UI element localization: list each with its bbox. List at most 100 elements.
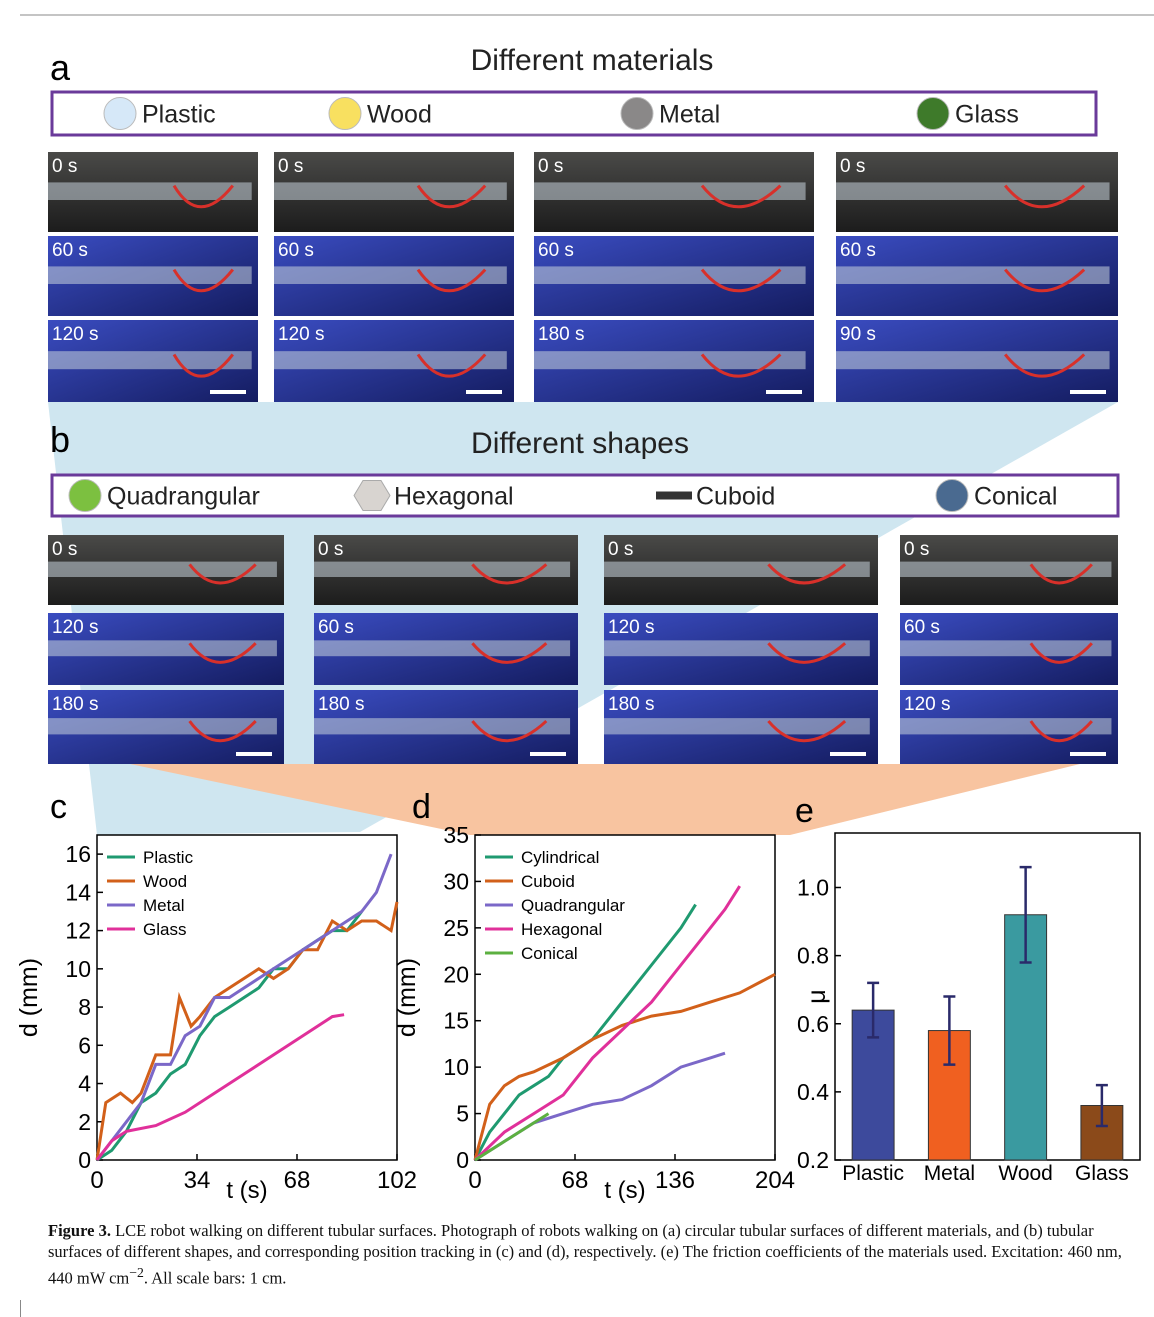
time-label: 0 s — [52, 539, 77, 560]
tube — [534, 266, 806, 284]
x-tick-label: 68 — [284, 1167, 311, 1194]
time-label: 0 s — [840, 156, 865, 177]
frame-line — [20, 1300, 21, 1317]
tube — [534, 351, 806, 370]
x-tick-label: 102 — [377, 1167, 417, 1194]
connector-orange — [130, 764, 1080, 835]
panel-letter: e — [795, 792, 814, 830]
robot — [416, 353, 487, 378]
robot — [700, 184, 782, 209]
tube — [314, 718, 571, 735]
legend-icon — [68, 479, 102, 512]
legend-icon — [935, 479, 969, 512]
y-tick-label: 10 — [443, 1054, 469, 1080]
x-axis-label: t (s) — [604, 1177, 645, 1204]
error-bar — [1019, 865, 1032, 964]
x-tick-label: Plastic — [842, 1162, 904, 1185]
caption-tail: . All scale bars: 1 cm. — [143, 1268, 287, 1288]
tube — [836, 182, 1110, 200]
legend-label: Glass — [955, 101, 1019, 129]
tube — [48, 182, 252, 200]
y-tick-label: 4 — [78, 1071, 91, 1097]
robot — [767, 642, 847, 664]
legend-icon — [353, 480, 391, 511]
robot — [416, 184, 487, 209]
series-line — [473, 903, 697, 1161]
x-tick-label: Glass — [1075, 1162, 1129, 1185]
legend-label: Conical — [974, 483, 1057, 511]
legend-label: Plastic — [143, 848, 194, 867]
legend-icon — [656, 491, 692, 500]
robot — [1029, 720, 1093, 743]
y-tick-label: 8 — [78, 994, 91, 1020]
time-label: 120 s — [52, 617, 98, 638]
y-tick-label: 12 — [65, 918, 91, 944]
robot — [700, 268, 782, 293]
y-tick-label: 0.8 — [797, 943, 829, 969]
legend-label: Quadrangular — [521, 896, 625, 915]
panel-letter: c — [50, 788, 67, 826]
tube — [274, 266, 507, 284]
tube — [314, 640, 571, 657]
time-label: 60 s — [52, 240, 88, 261]
tube — [48, 266, 252, 284]
legend-label: Plastic — [142, 101, 216, 129]
x-tick-label: 0 — [468, 1167, 481, 1194]
y-tick-label: 16 — [65, 841, 91, 867]
legend-icon — [620, 97, 654, 130]
legend-icon — [328, 97, 362, 130]
tube — [48, 718, 277, 735]
series-line — [95, 901, 399, 1161]
caption: Figure 3. LCE robot walking on different… — [48, 1220, 1128, 1289]
time-label: 0 s — [278, 156, 303, 177]
y-axis-label: d (mm) — [393, 958, 421, 1037]
y-tick-label: 0.6 — [797, 1011, 829, 1037]
tube — [604, 561, 870, 577]
y-tick-label: 15 — [443, 1008, 469, 1034]
tube — [604, 718, 870, 735]
x-tick-label: 204 — [755, 1167, 795, 1194]
time-label: 60 s — [538, 240, 574, 261]
time-label: 0 s — [904, 539, 929, 560]
robot — [1029, 642, 1093, 664]
legend-label: Cuboid — [521, 872, 575, 891]
scale-bar — [466, 390, 502, 394]
panel-letter: a — [50, 47, 71, 88]
robot — [416, 268, 487, 293]
time-label: 0 s — [318, 539, 343, 560]
y-tick-label: 14 — [65, 879, 91, 905]
time-label: 180 s — [52, 694, 98, 715]
y-axis-label: μ — [803, 989, 831, 1003]
legend-label: Cylindrical — [521, 848, 599, 867]
time-label: 90 s — [840, 324, 876, 345]
time-label: 60 s — [318, 617, 354, 638]
plot-frame — [96, 834, 398, 1161]
scale-bar — [210, 390, 246, 394]
tube — [274, 351, 507, 370]
time-label: 0 s — [608, 539, 633, 560]
tube — [836, 351, 1110, 370]
y-tick-label: 0.2 — [797, 1147, 829, 1173]
y-tick-label: 1.0 — [797, 875, 829, 901]
legend-label: Quadrangular — [107, 483, 260, 511]
x-tick-label: 0 — [90, 1167, 103, 1194]
time-label: 60 s — [840, 240, 876, 261]
legend-label: Wood — [367, 101, 432, 129]
tube — [274, 182, 507, 200]
y-tick-label: 0 — [78, 1147, 91, 1173]
time-label: 0 s — [52, 156, 77, 177]
panel-title: Different shapes — [471, 427, 689, 460]
tube — [900, 561, 1112, 577]
robot — [471, 563, 548, 585]
time-label: 180 s — [318, 694, 364, 715]
time-label: 120 s — [52, 324, 98, 345]
error-bar — [943, 995, 956, 1066]
scale-bar — [1070, 752, 1106, 756]
legend-label: Conical — [521, 944, 578, 963]
panel-letter: b — [50, 419, 70, 460]
robot — [172, 353, 234, 378]
robot — [188, 563, 257, 585]
y-tick-label: 25 — [443, 915, 469, 941]
series-line — [95, 1013, 345, 1161]
